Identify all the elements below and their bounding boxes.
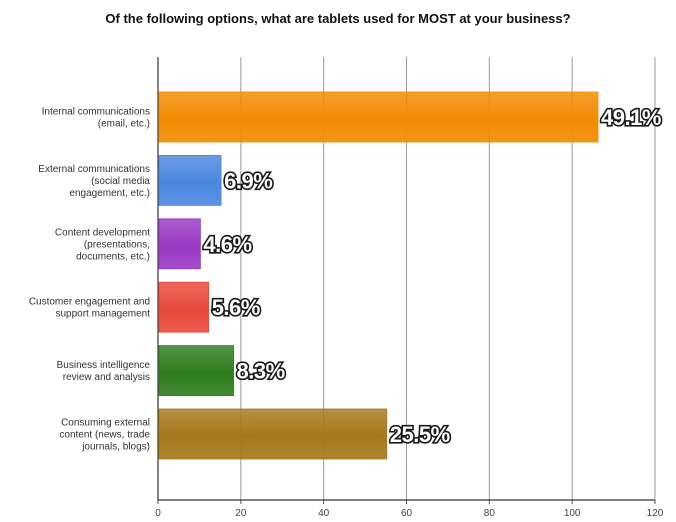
bar <box>158 218 201 270</box>
data-label: 8.3% <box>237 359 285 384</box>
category-label: Internal communications (email, etc.) <box>42 107 150 130</box>
data-label: 25.5% <box>390 422 450 447</box>
category-label: External communications (social media enga… <box>38 164 150 199</box>
category-label: Content development (presentations, docume… <box>55 227 150 262</box>
bars-group <box>158 91 599 460</box>
bar <box>158 281 210 333</box>
data-label: 5.6% <box>212 295 260 320</box>
x-tick-labels: 0 20 40 60 80 100 120 <box>155 508 664 519</box>
data-labels: 49.1% 6.9% 4.6% 5.6% 8.3% 25.5% <box>202 103 663 448</box>
bar <box>158 345 234 397</box>
data-label: 49.1% <box>601 105 661 130</box>
category-labels: Internal communications (email, etc.) Exte… <box>29 107 151 453</box>
data-label: 4.6% <box>203 232 251 257</box>
category-label: Customer engagement and support managemen… <box>29 297 150 320</box>
bar <box>158 408 388 460</box>
x-tick-label: 0 <box>155 508 161 519</box>
x-tick-label: 40 <box>318 508 330 519</box>
category-label: Business intelligence review and analysis <box>57 360 151 383</box>
x-tick-label: 20 <box>235 508 247 519</box>
x-tick-label: 120 <box>647 508 664 519</box>
data-label: 6.9% <box>224 168 272 193</box>
chart-title: Of the following options, what are table… <box>105 11 570 26</box>
bar <box>158 91 599 143</box>
category-label: Consuming external content (news, trade jo… <box>59 418 150 453</box>
axis-lines <box>157 57 655 501</box>
x-tick-label: 60 <box>401 508 413 519</box>
bar <box>158 154 222 206</box>
x-tick-label: 100 <box>564 508 581 519</box>
x-tick-label: 80 <box>484 508 496 519</box>
